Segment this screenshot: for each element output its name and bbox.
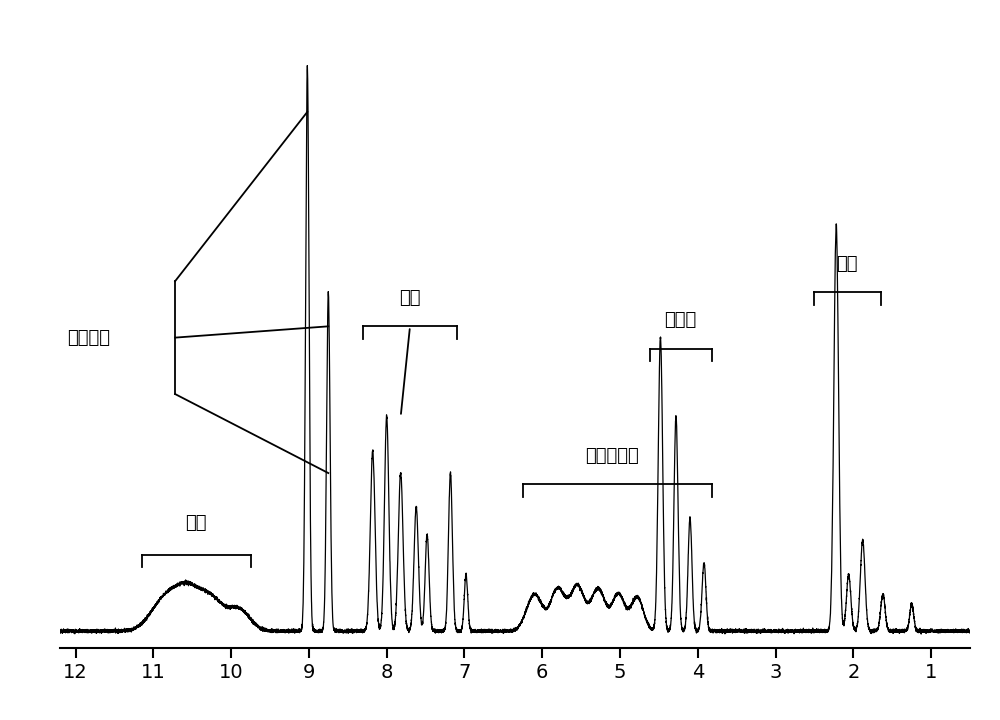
Text: 葡萄糖单元: 葡萄糖单元 xyxy=(585,446,639,464)
Text: 甲基: 甲基 xyxy=(836,255,858,273)
Text: 亚甲基: 亚甲基 xyxy=(665,311,697,329)
Text: 氨基: 氨基 xyxy=(185,514,207,532)
Text: 苯基: 苯基 xyxy=(399,289,421,307)
Text: 氯代吵啊: 氯代吵啊 xyxy=(68,328,111,346)
